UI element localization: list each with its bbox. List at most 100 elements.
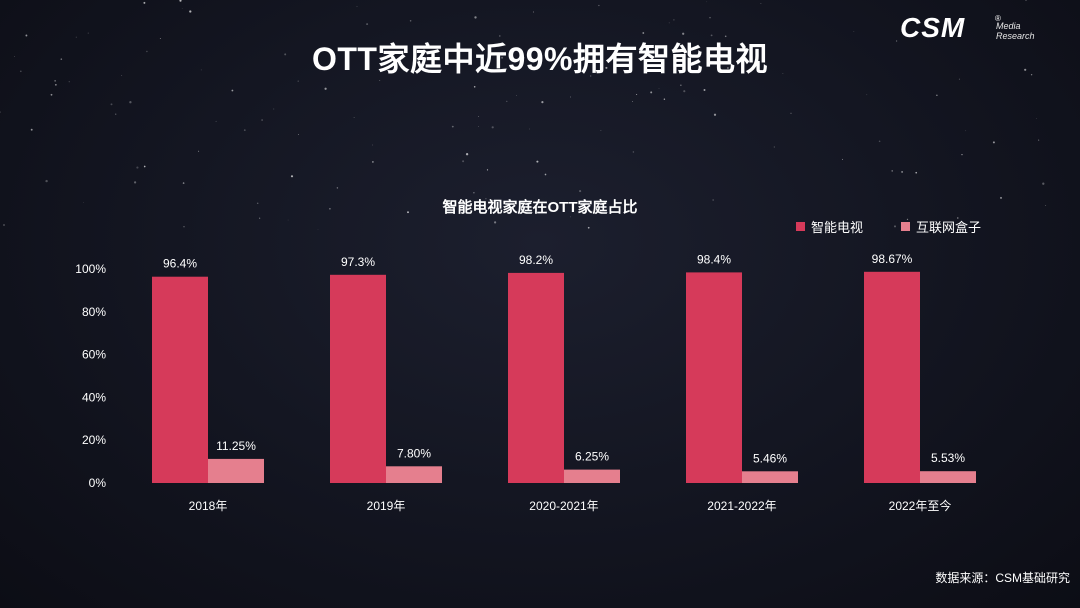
- star-dot: [713, 113, 717, 116]
- star-dot: [668, 22, 670, 24]
- star-dot: [60, 58, 63, 60]
- data-source-note: 数据来源：CSM基础研究: [935, 571, 1070, 585]
- star-dot: [491, 126, 494, 129]
- x-category-label: 2022年至今: [889, 498, 952, 513]
- y-tick-label: 80%: [82, 305, 106, 319]
- bar-value-label: 11.25%: [216, 439, 256, 453]
- star-dot: [632, 101, 633, 102]
- star-dot: [45, 179, 48, 183]
- star-dot: [181, 8, 183, 9]
- logo-subtitle-line1: Media: [996, 21, 1021, 31]
- star-dot: [183, 226, 185, 228]
- star-dot: [773, 146, 775, 148]
- star-dot: [287, 219, 289, 221]
- star-dot: [600, 129, 602, 131]
- star-dot: [473, 86, 476, 88]
- star-dot: [478, 116, 480, 117]
- y-tick-label: 60%: [82, 348, 106, 362]
- star-dot: [569, 216, 571, 218]
- star-dot: [436, 50, 438, 52]
- logo-wordmark: CSM: [900, 12, 966, 43]
- star-dot: [409, 20, 412, 22]
- star-dot: [317, 229, 319, 231]
- legend-item-smart-tv: 智能电视: [796, 217, 863, 236]
- star-dot: [491, 199, 494, 202]
- page-title: OTT家庭中近99%拥有智能电视: [311, 41, 769, 77]
- star-dot: [388, 57, 390, 59]
- star-dot: [366, 23, 369, 26]
- star-dot: [706, 1, 708, 3]
- bar-value-label: 98.2%: [519, 253, 553, 267]
- star-dot: [712, 199, 714, 201]
- star-dot: [143, 1, 146, 4]
- star-dot: [54, 80, 56, 82]
- star-dot: [1030, 74, 1033, 76]
- bar-internet-box: [742, 471, 798, 483]
- logo-subtitle: Media Research: [996, 21, 1035, 41]
- star-dot: [724, 35, 727, 38]
- y-tick-label: 100%: [75, 262, 106, 276]
- bar-value-label: 6.25%: [575, 450, 609, 464]
- star-dot: [506, 100, 508, 103]
- star-dot: [522, 56, 525, 59]
- star-dot: [710, 34, 713, 37]
- star-dot: [298, 134, 299, 136]
- star-dot: [590, 75, 592, 77]
- legend-label-box: 互联网盒子: [916, 220, 982, 235]
- star-dot: [55, 84, 57, 86]
- star-dot: [356, 5, 358, 7]
- star-dot: [259, 217, 261, 219]
- bar-value-label: 5.53%: [931, 451, 965, 465]
- star-dot: [110, 103, 113, 106]
- star-dot: [895, 40, 898, 42]
- bar-value-label: 5.46%: [753, 451, 787, 465]
- legend-label-smart-tv: 智能电视: [811, 220, 864, 235]
- star-dot: [842, 158, 843, 160]
- csm-logo: CSM ® Media Research: [900, 12, 1050, 46]
- star-dot: [133, 181, 137, 184]
- star-dot: [297, 80, 299, 82]
- star-dot: [965, 130, 967, 132]
- y-tick-label: 0%: [89, 476, 107, 490]
- star-dot: [515, 95, 517, 96]
- star-dot: [1025, 0, 1027, 1]
- star-dot: [256, 202, 259, 205]
- star-dot: [121, 75, 123, 76]
- star-dot: [901, 170, 904, 173]
- star-dot: [465, 153, 469, 156]
- star-dot: [462, 160, 465, 163]
- bar-internet-box: [920, 471, 976, 483]
- star-dot: [115, 113, 117, 115]
- star-dot: [486, 169, 489, 171]
- star-dot: [429, 65, 430, 66]
- star-dot: [1000, 196, 1002, 199]
- star-dot: [632, 151, 635, 153]
- star-dot: [636, 93, 638, 96]
- y-tick-label: 20%: [82, 433, 106, 447]
- star-dot: [936, 94, 938, 96]
- star-dot: [30, 128, 33, 131]
- star-dot: [129, 101, 132, 104]
- bar-value-label: 97.3%: [341, 255, 375, 269]
- star-dot: [569, 96, 571, 98]
- star-dot: [866, 94, 868, 96]
- star-dot: [957, 217, 959, 219]
- star-dot: [544, 173, 547, 176]
- star-dot: [1024, 68, 1027, 71]
- x-category-label: 2018年: [189, 499, 228, 513]
- legend-swatch-box: [901, 222, 911, 231]
- bar-value-label: 96.4%: [163, 257, 197, 271]
- star-dot: [179, 0, 182, 2]
- star-dot: [329, 207, 331, 210]
- star-dot: [372, 144, 374, 146]
- bar-smart-tv: [152, 276, 208, 483]
- star-dot: [894, 225, 896, 228]
- star-dot: [579, 190, 582, 193]
- star-dot: [198, 150, 200, 152]
- star-dot: [891, 170, 893, 172]
- star-dot: [87, 32, 89, 34]
- x-category-label: 2020-2021年: [529, 499, 598, 513]
- star-dot: [782, 73, 784, 74]
